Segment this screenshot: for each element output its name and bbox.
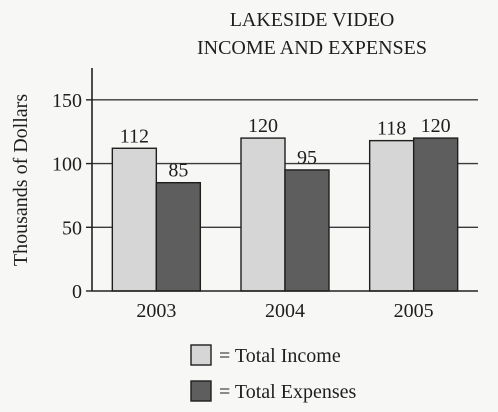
- bar: [284, 169, 330, 292]
- chart-title-line-1: LAKESIDE VIDEO: [230, 9, 395, 31]
- data-label: 112: [120, 125, 149, 147]
- data-label: 120: [421, 115, 451, 137]
- data-label: 95: [297, 147, 317, 169]
- bar: [240, 137, 286, 292]
- data-label: 120: [248, 115, 278, 137]
- data-label: 85: [168, 160, 188, 182]
- y-tick-label: 0: [72, 281, 82, 303]
- bar: [155, 181, 202, 292]
- data-label: 118: [377, 118, 406, 140]
- axes: [86, 68, 478, 292]
- labels: 0 50 100 150 112 85 2003 120 95 2004 118 120 2005: [52, 90, 451, 322]
- y-tick-label: 100: [52, 154, 82, 176]
- bar: [111, 147, 158, 292]
- bars: [111, 137, 459, 292]
- legend-label: = Total Income: [219, 345, 341, 367]
- y-tick-label: 50: [62, 217, 82, 239]
- x-tick-label: 2004: [265, 300, 305, 322]
- x-tick-label: 2005: [394, 300, 434, 322]
- bar: [368, 139, 415, 292]
- bar: [412, 137, 459, 292]
- legend-swatch: [190, 344, 212, 366]
- y-axis-title: Thousands of Dollars: [10, 94, 32, 266]
- x-tick-label: 2003: [136, 300, 176, 322]
- legend: = Total Income = Total Expenses: [190, 344, 356, 403]
- legend-label: = Total Expenses: [219, 381, 356, 403]
- chart-title-line-2: INCOME AND EXPENSES: [197, 37, 427, 59]
- legend-swatch: [190, 380, 212, 402]
- y-tick-label: 150: [52, 90, 82, 112]
